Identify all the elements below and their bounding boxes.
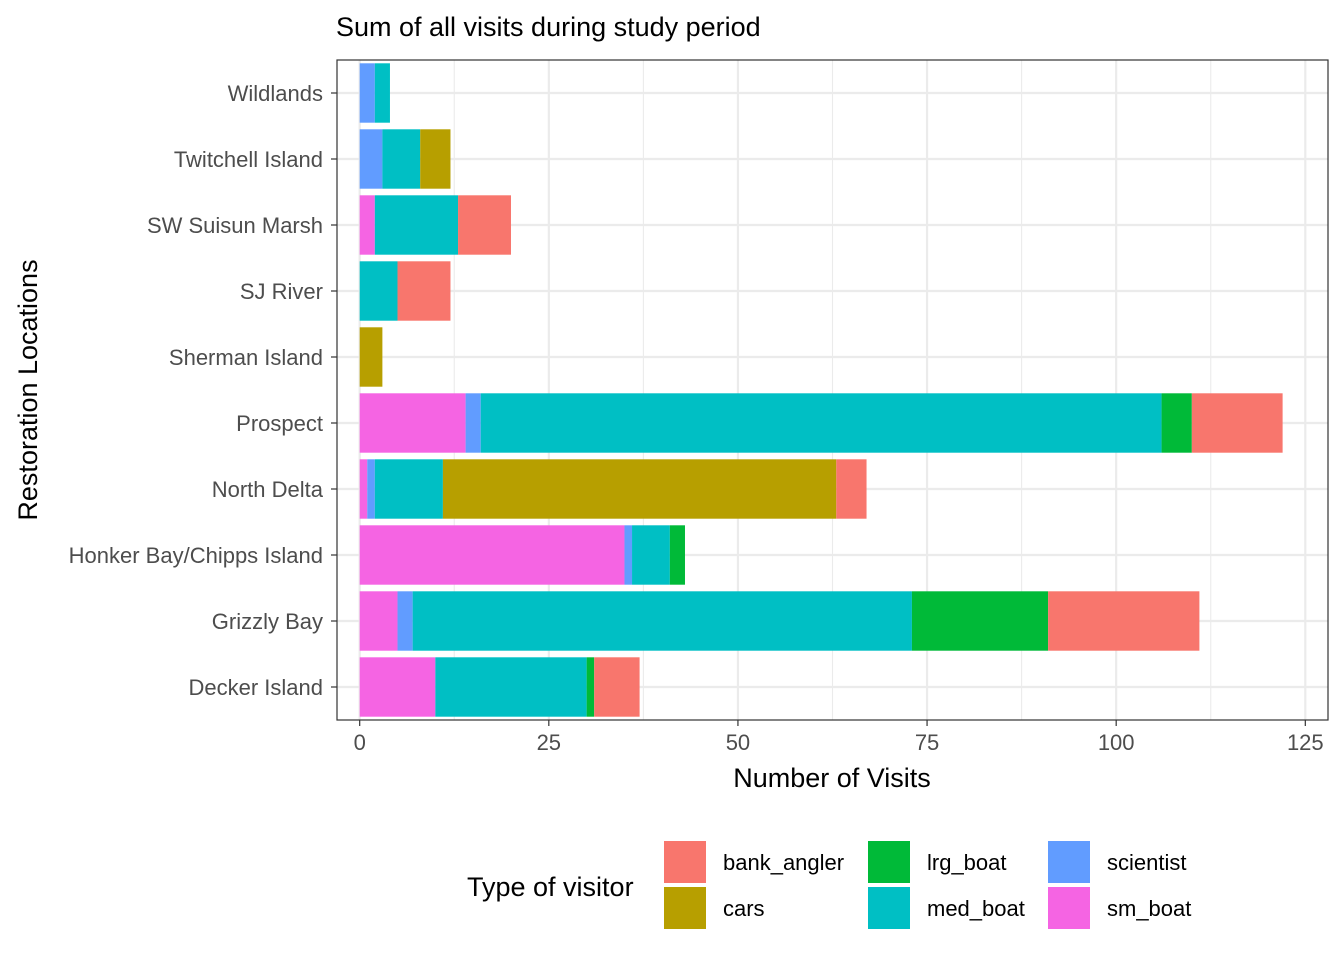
legend-label-bank_angler: bank_angler [723, 850, 844, 875]
bar-bank_angler [594, 657, 640, 717]
bar-scientist [367, 459, 375, 519]
bar-cars [420, 129, 451, 189]
y-tick-label: SW Suisun Marsh [147, 213, 323, 238]
bar-sm_boat [359, 195, 375, 255]
legend-key-bank_angler [664, 841, 706, 883]
bar-sm_boat [359, 657, 436, 717]
legend-label-sm_boat: sm_boat [1107, 896, 1191, 921]
bar-lrg_boat [586, 657, 595, 717]
legend-key-scientist [1048, 841, 1090, 883]
bar-scientist [397, 591, 413, 651]
y-axis-title: Restoration Locations [13, 259, 43, 520]
plot-panel-border [336, 59, 1329, 721]
bar-med_boat [374, 195, 459, 255]
y-axis: Decker Island Grizzly Bay Honker Bay/Chipp… [69, 81, 337, 700]
y-tick-label: North Delta [212, 477, 324, 502]
legend-key-lrg_boat [868, 841, 910, 883]
legend-key-cars [664, 887, 706, 929]
bar-scientist [624, 525, 633, 585]
legend-label-scientist: scientist [1107, 850, 1186, 875]
legend-label-lrg_boat: lrg_boat [927, 850, 1007, 875]
x-tick-label: 100 [1098, 730, 1135, 755]
x-tick-label: 50 [726, 730, 750, 755]
y-tick-label: Prospect [236, 411, 323, 436]
y-tick-label: Grizzly Bay [212, 609, 323, 634]
y-tick-label: Wildlands [228, 81, 323, 106]
x-axis: 0 25 50 75 100 125 [354, 720, 1324, 755]
bar-sm_boat [359, 591, 398, 651]
y-tick-label: Decker Island [188, 675, 323, 700]
chart-title: Sum of all visits during study period [336, 12, 761, 42]
x-tick-label: 0 [354, 730, 366, 755]
bar-lrg_boat [669, 525, 685, 585]
bar-med_boat [632, 525, 670, 585]
bar-med_boat [374, 459, 443, 519]
bar-med_boat [435, 657, 587, 717]
bar-med_boat [480, 393, 1162, 453]
bar-med_boat [382, 129, 421, 189]
bars-layer [359, 63, 1283, 717]
bar-med_boat [374, 63, 390, 123]
y-tick-label: SJ River [240, 279, 323, 304]
bar-med_boat [412, 591, 912, 651]
x-tick-label: 125 [1287, 730, 1324, 755]
x-tick-label: 25 [537, 730, 561, 755]
y-tick-label: Sherman Island [169, 345, 323, 370]
legend-key-med_boat [868, 887, 910, 929]
bar-sm_boat [359, 393, 466, 453]
bar-sm_boat [359, 525, 625, 585]
bar-bank_angler [1191, 393, 1283, 453]
y-tick-label: Twitchell Island [174, 147, 323, 172]
x-tick-label: 75 [915, 730, 939, 755]
bar-scientist [359, 129, 383, 189]
bar-bank_angler [836, 459, 867, 519]
bar-med_boat [359, 261, 398, 321]
bar-lrg_boat [1161, 393, 1192, 453]
bar-cars [359, 327, 383, 387]
bar-sm_boat [359, 459, 368, 519]
bar-scientist [359, 63, 375, 123]
bar-lrg_boat [911, 591, 1049, 651]
bar-bank_angler [458, 195, 511, 255]
legend-label-med_boat: med_boat [927, 896, 1025, 921]
legend-title: Type of visitor [467, 872, 634, 902]
bar-cars [442, 459, 837, 519]
y-tick-label: Honker Bay/Chipps Island [69, 543, 323, 568]
legend-key-sm_boat [1048, 887, 1090, 929]
bar-bank_angler [397, 261, 451, 321]
bar-scientist [465, 393, 481, 453]
x-axis-title: Number of Visits [733, 763, 931, 793]
legend-label-cars: cars [723, 896, 765, 921]
bar-bank_angler [1048, 591, 1200, 651]
